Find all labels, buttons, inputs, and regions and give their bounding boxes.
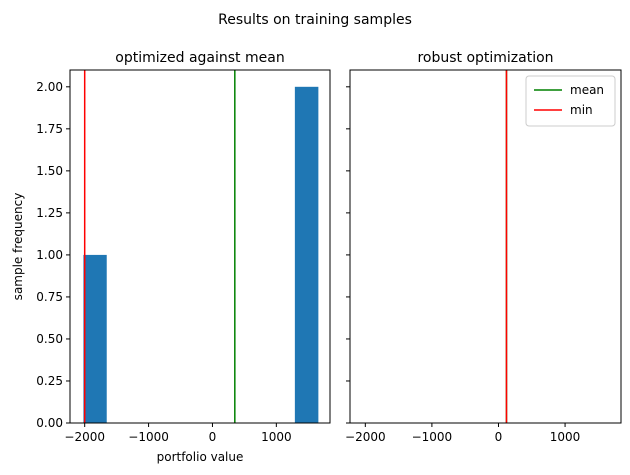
left-ytick-label-3: 0.75 [36, 290, 63, 304]
left-ytick-label-5: 1.25 [36, 206, 63, 220]
left-y-axis-label: sample frequency [11, 193, 25, 301]
right-xtick-label-0: −2000 [345, 430, 386, 444]
left-ytick-label-4: 1.00 [36, 248, 63, 262]
left-ytick-label-2: 0.50 [36, 332, 63, 346]
left-ytick-label-1: 0.25 [36, 374, 63, 388]
right-xtick-label-3: 1000 [550, 430, 581, 444]
right-xtick-label-1: −1000 [412, 430, 453, 444]
left-bar-1 [294, 86, 319, 423]
left-plot-area [83, 70, 319, 423]
left-xtick-label-3: 1000 [261, 430, 292, 444]
left-axes-frame [69, 69, 331, 424]
legend: mean min [525, 75, 616, 127]
figure-title: Results on training samples [218, 12, 412, 28]
left-ytick-label-0: 0.00 [36, 416, 63, 430]
left-x-axis-label: portfolio value [157, 450, 244, 464]
left-chart-title: optimized against mean [115, 50, 284, 66]
left-ytick-label-7: 1.75 [36, 122, 63, 136]
legend-mean-label: mean [570, 83, 604, 97]
right-chart-title: robust optimization [417, 50, 553, 66]
right-axes-frame [349, 69, 622, 424]
left-chart-panel: −2000 −1000 0 1000 0.00 0.25 0.50 0.75 1.00 1.25 1… [11, 50, 331, 464]
right-xtick-label-2: 0 [495, 430, 503, 444]
legend-box [525, 75, 616, 127]
left-bar-0 [83, 254, 107, 423]
left-xtick-label-1: −1000 [128, 430, 169, 444]
left-xtick-label-0: −2000 [64, 430, 105, 444]
left-ytick-label-6: 1.50 [36, 164, 63, 178]
legend-min-label: min [570, 103, 593, 117]
right-chart-panel: −2000 −1000 0 1000 robust optimization mean mi… [345, 50, 622, 444]
left-ytick-label-8: 2.00 [36, 80, 63, 94]
left-xtick-label-2: 0 [209, 430, 217, 444]
